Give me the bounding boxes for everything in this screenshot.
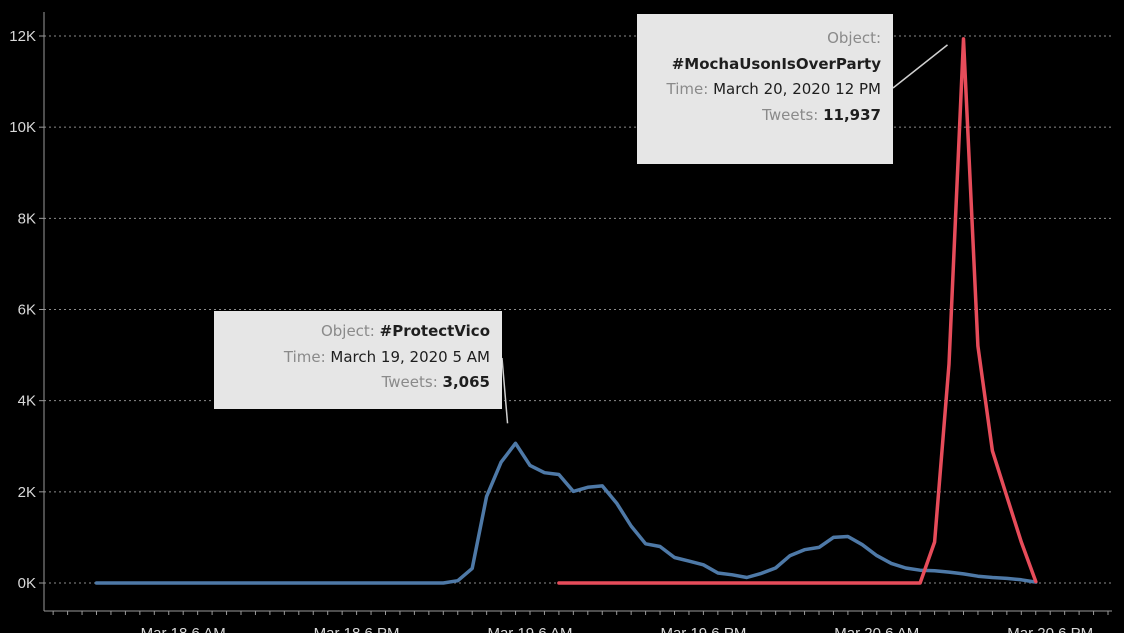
- connector-layer: [501, 44, 948, 424]
- tooltip-object-row: Object: #ProtectVico: [224, 319, 490, 345]
- tooltip-tweets-value: 3,065: [442, 373, 490, 391]
- tooltip-object-label: Object:: [827, 29, 881, 47]
- tooltip-object-value: #MochaUsonIsOverParty: [671, 54, 881, 73]
- y-tick-label: 10K: [9, 119, 36, 136]
- x-tick-label: Mar 19 6 PM: [660, 625, 746, 633]
- tooltip-object-value-row: #MochaUsonIsOverParty: [647, 52, 881, 78]
- x-tick-label: Mar 20 6 AM: [834, 625, 919, 633]
- y-tick-label: 8K: [18, 210, 36, 227]
- tooltip-connector-0: [501, 357, 509, 424]
- series-line-0: [94, 441, 1038, 585]
- tooltip-object-label-row: Object:: [647, 26, 881, 52]
- y-tick-label: 0K: [18, 575, 36, 592]
- y-tick-label: 4K: [18, 393, 36, 410]
- tooltip-time-value: March 19, 2020 5 AM: [330, 347, 490, 366]
- tooltip-object-value: #ProtectVico: [379, 322, 490, 340]
- x-tick-label: Mar 20 6 PM: [1007, 625, 1093, 633]
- tooltip-tweets-row: Tweets: 3,065: [224, 370, 490, 396]
- tooltip-tweets-value: 11,937: [823, 105, 881, 124]
- tooltip-protectvico: Object: #ProtectVico Time: March 19, 202…: [214, 311, 502, 409]
- tooltip-time-row: Time: March 20, 2020 12 PM: [647, 77, 881, 103]
- tooltip-tweets-row: Tweets: 11,937: [647, 103, 881, 129]
- y-tick-label: 6K: [18, 302, 36, 319]
- grid-layer: [44, 35, 1112, 584]
- tooltip-connector-1: [892, 44, 948, 89]
- axis-layer: 0K 2K 4K 6K 8K 10K 12K Mar 18 6 AM Mar 18 6 PM Ma…: [9, 12, 1112, 633]
- y-tick-label: 2K: [18, 484, 36, 501]
- tooltip-time-label: Time:: [666, 80, 709, 98]
- tooltip-object-label: Object:: [320, 322, 375, 340]
- tooltip-time-value: March 20, 2020 12 PM: [713, 80, 881, 98]
- x-tick-label: Mar 18 6 PM: [314, 625, 400, 633]
- series-line-1: [557, 37, 1038, 585]
- tooltip-time-label: Time:: [283, 347, 326, 366]
- x-tick-label: Mar 19 6 AM: [487, 625, 572, 633]
- tooltip-tweets-label: Tweets:: [381, 373, 438, 391]
- x-tick-label: Mar 18 6 AM: [141, 625, 226, 633]
- tooltip-tweets-label: Tweets:: [762, 105, 819, 124]
- series-layer: [94, 37, 1038, 585]
- y-tick-label: 12K: [9, 28, 36, 45]
- tooltip-mochausonisoverparty: Object: #MochaUsonIsOverParty Time: Marc…: [637, 14, 893, 164]
- tooltip-time-row: Time: March 19, 2020 5 AM: [224, 345, 490, 371]
